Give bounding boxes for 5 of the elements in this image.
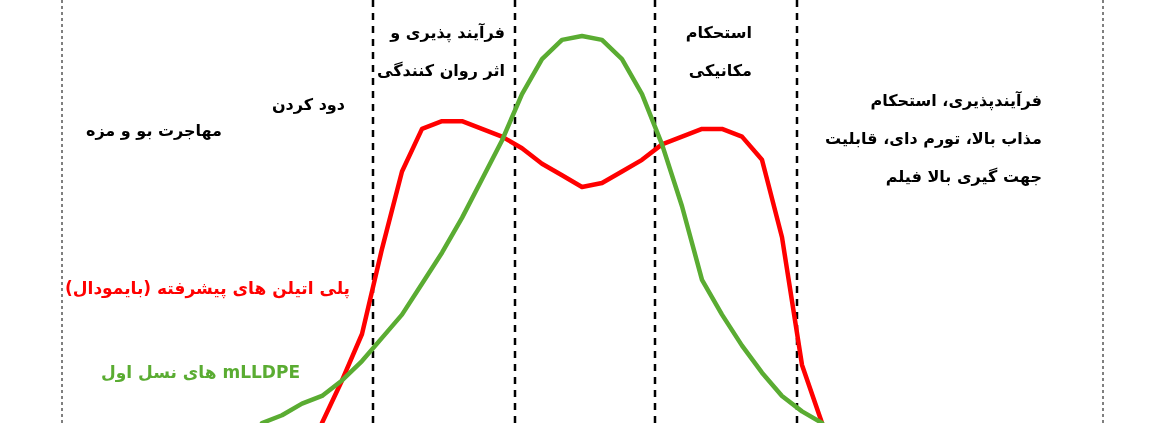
annotation: دود کردن (271, 94, 345, 116)
annotation: فرآیند پذیری و اثر روان کنندگی (377, 22, 505, 82)
annotation: فرآیندپذیری، استحکام مذاب بالا، تورم دای، قابلیت جهت گیری بالا فیلم (825, 90, 1042, 188)
annotation: مهاجرت بو و مزه (85, 120, 222, 142)
annotation: استحکام مکانیکی (685, 22, 752, 82)
